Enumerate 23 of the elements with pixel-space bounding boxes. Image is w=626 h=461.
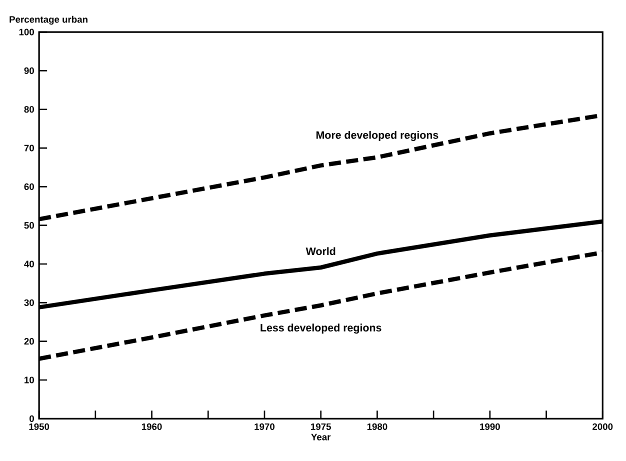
x-axis-title: Year xyxy=(311,434,331,440)
y-axis-title: Percentage urban xyxy=(10,16,88,24)
x-tick-label: 1950 xyxy=(29,423,50,430)
x-tick-label: 1970 xyxy=(254,423,275,430)
series-label: Less developed regions xyxy=(260,323,382,334)
x-tick-label: 1975 xyxy=(311,423,331,430)
y-tick-label: 40 xyxy=(24,260,34,268)
y-tick-label: 80 xyxy=(24,106,34,112)
x-tick-label: 2000 xyxy=(592,423,613,430)
x-tick-label: 1990 xyxy=(480,423,500,430)
y-tick-label: 20 xyxy=(24,338,34,344)
y-tick-label: 10 xyxy=(24,376,34,384)
y-tick-label: 50 xyxy=(24,222,34,228)
series-label: World xyxy=(306,247,336,255)
y-tick-label: 60 xyxy=(24,183,34,190)
y-tick-label: 0 xyxy=(30,415,34,422)
y-tick-label: 30 xyxy=(24,299,34,306)
y-tick-label: 70 xyxy=(24,144,34,152)
y-tick-label: 90 xyxy=(24,67,34,74)
y-tick-label: 100 xyxy=(19,28,34,36)
series-label: More developed regions xyxy=(316,130,438,141)
x-tick-label: 1980 xyxy=(367,423,388,430)
x-tick-label: 1960 xyxy=(142,423,162,430)
